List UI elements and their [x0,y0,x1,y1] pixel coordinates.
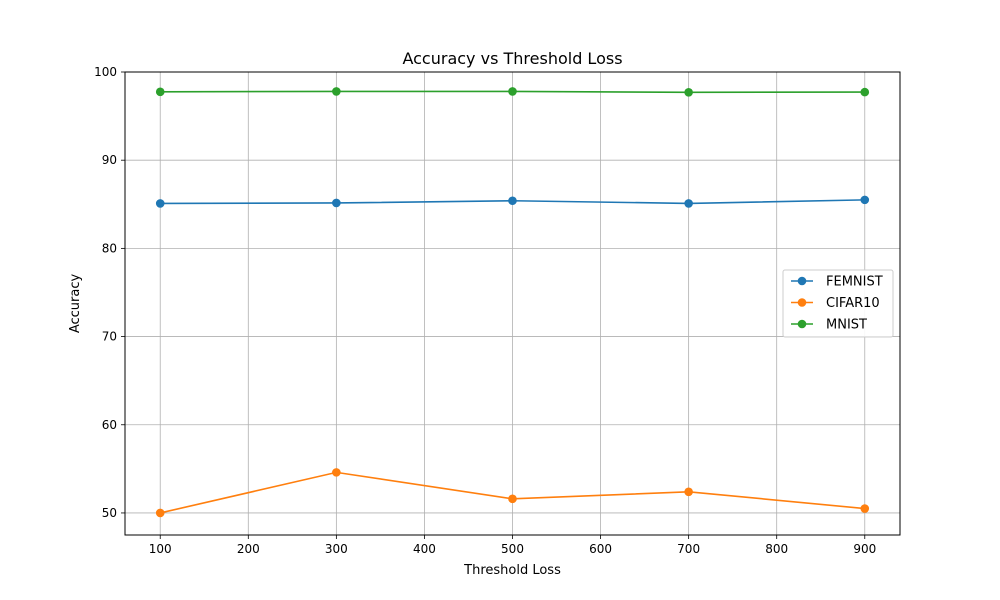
data-point-femnist [508,196,517,206]
data-point-mnist [332,87,341,96]
x-tick-label: 400 [413,542,436,556]
legend-marker-mnist [797,319,807,329]
x-tick-label: 900 [853,542,876,556]
x-tick-label: 300 [325,542,348,556]
data-point-cifar10 [860,504,870,513]
data-point-femnist [684,199,693,208]
data-point-cifar10 [332,468,341,477]
data-point-femnist [860,195,870,205]
grid [125,71,900,535]
data-point-mnist [155,87,165,97]
x-tick-label: 500 [501,542,524,556]
y-tick-label: 100 [94,65,117,79]
series-layer [155,87,870,518]
data-point-cifar10 [684,487,693,497]
data-point-femnist [155,199,165,208]
chart-title: Accuracy vs Threshold Loss [402,49,622,68]
data-point-cifar10 [508,494,517,504]
legend-marker-cifar10 [797,298,807,307]
legend-label-femnist: FEMNIST [826,275,883,290]
legend-label-mnist: MNIST [826,318,867,333]
legend-marker-femnist [797,276,807,286]
y-tick-label: 60 [102,418,117,432]
y-tick-label: 70 [102,330,117,344]
x-tick-label: 200 [237,542,260,556]
y-tick-label: 90 [102,153,117,167]
x-axis-label: Threshold Loss [463,563,561,578]
ticks: 100 200 300 400 500 600 700 800 900 50 60 70 80 90 100 [94,65,876,556]
legend-label-cifar10: CIFAR10 [826,296,880,311]
y-axis-label: Accuracy [68,274,83,334]
y-tick-label: 80 [102,241,117,255]
x-tick-label: 700 [677,542,700,556]
data-point-femnist [332,198,341,208]
legend: FEMNIST CIFAR10 MNIST [782,269,894,338]
y-tick-label: 50 [102,506,117,520]
data-point-mnist [860,87,870,97]
x-tick-label: 100 [149,542,172,556]
data-point-cifar10 [155,508,165,518]
x-tick-label: 600 [589,542,612,556]
legend-box [782,269,894,338]
x-tick-label: 800 [765,542,788,556]
data-point-mnist [508,87,517,96]
data-point-mnist [684,87,693,97]
